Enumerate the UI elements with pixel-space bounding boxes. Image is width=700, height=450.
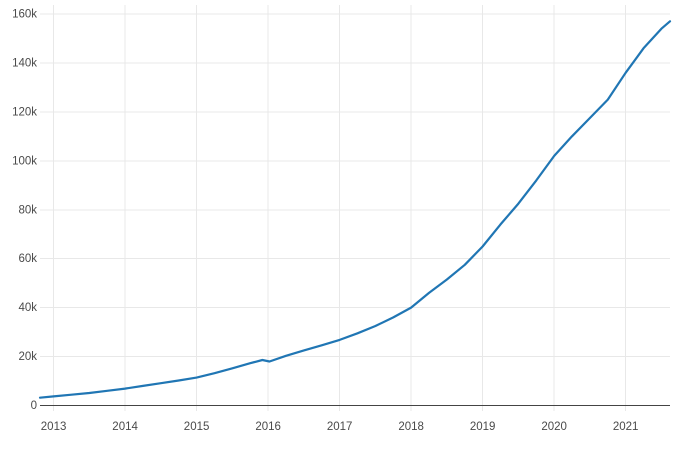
y-tick-label: 140k bbox=[12, 57, 37, 69]
x-tick-label: 2020 bbox=[541, 421, 567, 433]
y-tick-label: 80k bbox=[18, 204, 37, 216]
x-tick-label: 2013 bbox=[41, 421, 67, 433]
x-tick-label: 2019 bbox=[470, 421, 496, 433]
x-tick-label: 2014 bbox=[112, 421, 138, 433]
y-tick-label: 40k bbox=[18, 302, 37, 314]
y-tick-label: 20k bbox=[18, 351, 37, 363]
y-tick-label: 120k bbox=[12, 106, 37, 118]
x-tick-label: 2021 bbox=[613, 421, 639, 433]
y-tick-label: 60k bbox=[18, 253, 37, 265]
data-line-value bbox=[38, 20, 672, 399]
x-tick-label: 2018 bbox=[398, 421, 424, 433]
x-tick-label: 2016 bbox=[255, 421, 281, 433]
x-tick-label: 2017 bbox=[327, 421, 353, 433]
y-tick-label: 100k bbox=[12, 155, 37, 167]
x-tick-label: 2015 bbox=[184, 421, 210, 433]
y-tick-label: 0 bbox=[31, 400, 37, 412]
y-tick-label: 160k bbox=[12, 9, 37, 21]
